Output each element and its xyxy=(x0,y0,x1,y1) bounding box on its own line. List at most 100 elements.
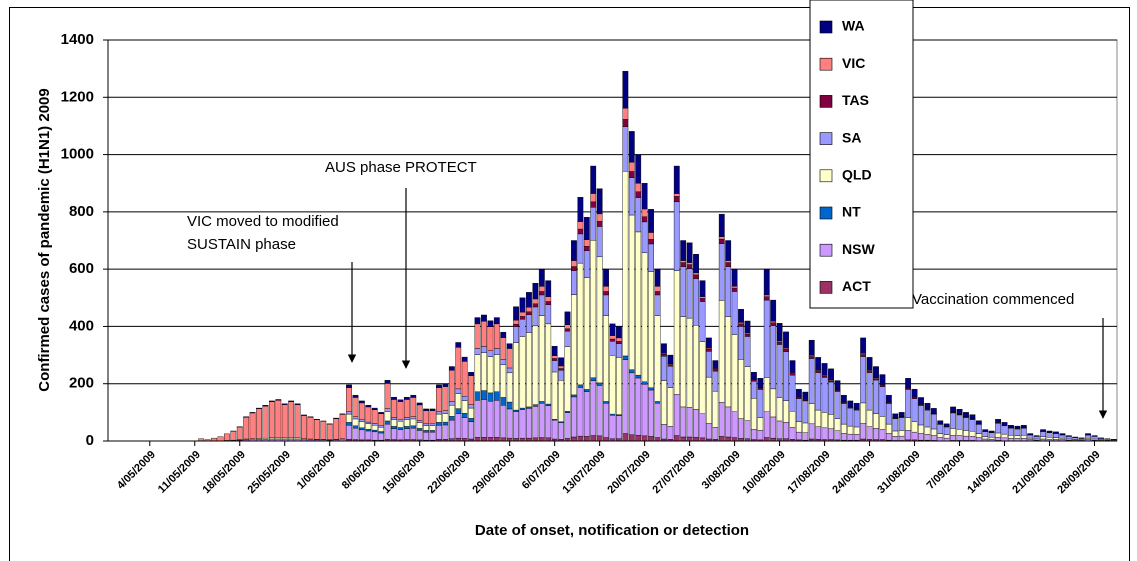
bar-segment xyxy=(699,280,706,297)
bar-segment xyxy=(384,411,391,422)
bar-segment xyxy=(487,437,494,442)
bar-segment xyxy=(358,402,365,421)
bar-segment xyxy=(918,405,924,426)
bar-segment xyxy=(1027,434,1034,439)
bar-segment xyxy=(378,427,385,432)
bar-segment xyxy=(661,424,667,440)
bar-segment xyxy=(763,294,770,297)
bar-segment xyxy=(378,413,385,427)
x-tick-label: 1/06/2009 xyxy=(295,449,338,492)
bar-segment xyxy=(571,394,577,398)
bar-segment xyxy=(603,401,609,404)
bar-segment xyxy=(243,416,250,418)
bar-segment xyxy=(474,323,481,349)
bar-segment xyxy=(481,321,487,347)
bar-segment xyxy=(815,370,822,373)
bar-segment xyxy=(403,419,410,427)
bar-segment xyxy=(320,421,327,440)
bar-segment xyxy=(583,217,590,240)
bar-segment xyxy=(532,325,539,405)
y-tick-label: 0 xyxy=(86,432,94,449)
bar-segment xyxy=(635,154,642,184)
bar-segment xyxy=(365,406,372,423)
bar-segment xyxy=(391,419,397,427)
bar-segment xyxy=(513,342,519,411)
bar-segment xyxy=(365,430,372,441)
bar-segment xyxy=(866,372,873,411)
bar-segment xyxy=(731,437,738,442)
bar-segment xyxy=(661,343,667,354)
bar-segment xyxy=(693,278,699,326)
bar-segment xyxy=(616,341,622,344)
bar-segment xyxy=(731,286,738,289)
bar-segment xyxy=(706,349,712,352)
bar-segment xyxy=(583,250,590,278)
bar-segment xyxy=(1078,437,1085,439)
bar-segment xyxy=(500,364,507,398)
bar-segment xyxy=(500,331,507,338)
bar-segment xyxy=(519,297,526,313)
bar-segment xyxy=(853,402,860,410)
bar-segment xyxy=(526,408,532,439)
bar-segment xyxy=(776,344,783,398)
bar-segment xyxy=(346,411,352,415)
bar-segment xyxy=(860,354,867,357)
bar-segment xyxy=(590,207,597,241)
bar-segment xyxy=(558,370,564,381)
x-axis-title: Date of onset, notification or detection xyxy=(475,522,749,539)
legend-label: TAS xyxy=(842,92,869,108)
bar-segment xyxy=(558,422,564,440)
bar-segment xyxy=(628,214,635,370)
bar-segment xyxy=(429,431,436,441)
bar-segment xyxy=(776,420,783,439)
bar-segment xyxy=(500,397,507,406)
bar-segment xyxy=(693,437,699,442)
bar-segment xyxy=(963,435,969,441)
bar-segment xyxy=(603,315,609,402)
bar-segment xyxy=(403,428,410,440)
bar-segment xyxy=(538,294,545,316)
bar-segment xyxy=(468,407,475,419)
bar-segment xyxy=(757,417,764,431)
bar-segment xyxy=(693,409,699,438)
bar-segment xyxy=(873,379,879,414)
bar-segment xyxy=(712,427,719,440)
bar-segment xyxy=(506,401,513,410)
bar-segment xyxy=(384,423,391,440)
bar-segment xyxy=(616,415,622,439)
bar-segment xyxy=(622,355,629,360)
bar-segment xyxy=(506,408,513,439)
bar-segment xyxy=(538,437,545,442)
legend-label: ACT xyxy=(842,278,871,294)
bar-segment xyxy=(654,286,661,292)
bar-segment xyxy=(802,422,809,433)
bar-segment xyxy=(268,400,275,402)
bar-segment xyxy=(391,428,397,440)
bar-segment xyxy=(802,400,809,424)
bar-segment xyxy=(352,394,359,398)
bar-segment xyxy=(493,323,500,349)
bar-segment xyxy=(397,427,404,430)
bar-segment xyxy=(648,209,654,233)
bar-segment xyxy=(1040,429,1046,432)
bar-segment xyxy=(256,408,262,439)
bar-segment xyxy=(481,346,487,353)
bar-segment xyxy=(866,370,873,373)
bar-segment xyxy=(1001,422,1008,426)
bar-segment xyxy=(538,286,545,292)
bar-segment xyxy=(686,262,693,265)
x-tick-label: 15/06/2009 xyxy=(380,449,427,496)
bar-segment xyxy=(493,391,500,401)
bar-segment xyxy=(654,294,661,316)
bar-segment xyxy=(885,394,892,403)
bar-segment xyxy=(391,426,397,429)
bar-segment xyxy=(718,300,725,403)
bar-segment xyxy=(487,320,494,327)
bar-segment xyxy=(808,358,815,404)
bar-segment xyxy=(808,423,815,440)
bar-segment xyxy=(873,378,879,381)
bar-segment xyxy=(358,429,365,441)
bar-segment xyxy=(628,177,635,216)
bar-segment xyxy=(262,405,269,439)
bar-segment xyxy=(603,294,609,316)
